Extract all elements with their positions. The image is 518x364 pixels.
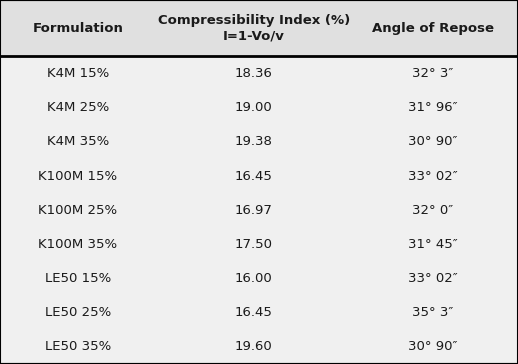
- Text: 35° 3″: 35° 3″: [412, 306, 453, 319]
- Text: 31° 45″: 31° 45″: [408, 238, 457, 251]
- Text: 16.97: 16.97: [235, 204, 273, 217]
- Text: 19.00: 19.00: [235, 101, 272, 114]
- Text: 19.60: 19.60: [235, 340, 272, 353]
- Text: 18.36: 18.36: [235, 67, 273, 80]
- Text: 30° 90″: 30° 90″: [408, 340, 457, 353]
- Text: K4M 25%: K4M 25%: [47, 101, 109, 114]
- Bar: [0, 330, 518, 364]
- Text: 32° 0″: 32° 0″: [412, 204, 453, 217]
- Bar: [0, 91, 518, 125]
- Bar: [0, 159, 518, 193]
- Text: Formulation: Formulation: [32, 22, 123, 35]
- Text: K100M 25%: K100M 25%: [38, 204, 117, 217]
- Text: LE50 15%: LE50 15%: [45, 272, 111, 285]
- Text: K100M 35%: K100M 35%: [38, 238, 117, 251]
- Bar: [0, 125, 518, 159]
- Text: 33° 02″: 33° 02″: [408, 170, 457, 182]
- Text: 30° 90″: 30° 90″: [408, 135, 457, 149]
- Text: 19.38: 19.38: [235, 135, 273, 149]
- Bar: [0, 56, 518, 91]
- Text: K100M 15%: K100M 15%: [38, 170, 117, 182]
- Text: 33° 02″: 33° 02″: [408, 272, 457, 285]
- Text: 32° 3″: 32° 3″: [412, 67, 453, 80]
- Text: 16.45: 16.45: [235, 170, 273, 182]
- Bar: [0, 227, 518, 261]
- Text: 31° 96″: 31° 96″: [408, 101, 457, 114]
- Bar: [0, 261, 518, 296]
- Bar: [0, 296, 518, 330]
- Text: 16.45: 16.45: [235, 306, 273, 319]
- Text: 17.50: 17.50: [235, 238, 273, 251]
- Text: LE50 25%: LE50 25%: [45, 306, 111, 319]
- Bar: [0, 193, 518, 227]
- Text: K4M 35%: K4M 35%: [47, 135, 109, 149]
- Bar: [0, 0, 518, 56]
- Text: LE50 35%: LE50 35%: [45, 340, 111, 353]
- Text: 16.00: 16.00: [235, 272, 272, 285]
- Text: Angle of Repose: Angle of Repose: [371, 22, 494, 35]
- Text: Compressibility Index (%)
I=1-Vo/v: Compressibility Index (%) I=1-Vo/v: [157, 14, 350, 43]
- Text: K4M 15%: K4M 15%: [47, 67, 109, 80]
